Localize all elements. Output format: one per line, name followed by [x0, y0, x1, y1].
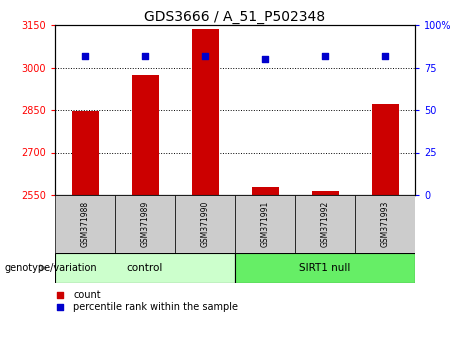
Bar [252, 187, 278, 195]
Text: GSM371989: GSM371989 [141, 201, 149, 247]
Text: GSM371993: GSM371993 [380, 201, 390, 247]
Text: SIRT1 null: SIRT1 null [299, 263, 351, 273]
Bar [235, 195, 295, 253]
Point [56, 292, 63, 298]
Bar [312, 191, 338, 195]
Bar [372, 104, 398, 195]
Text: genotype/variation: genotype/variation [5, 263, 97, 273]
Point [142, 53, 149, 58]
Text: count: count [73, 290, 101, 300]
Point [381, 53, 389, 58]
Bar [235, 253, 415, 283]
Bar [71, 112, 99, 195]
Text: GSM371990: GSM371990 [201, 201, 209, 247]
Point [201, 53, 209, 58]
Bar [55, 253, 235, 283]
Bar [191, 29, 219, 195]
Bar [295, 195, 355, 253]
Bar [175, 195, 235, 253]
Point [261, 56, 269, 62]
Title: GDS3666 / A_51_P502348: GDS3666 / A_51_P502348 [144, 10, 325, 24]
Bar [355, 195, 415, 253]
Bar [55, 195, 115, 253]
Text: GSM371992: GSM371992 [320, 201, 330, 247]
Point [321, 53, 329, 58]
Bar [115, 195, 175, 253]
Text: control: control [127, 263, 163, 273]
Text: GSM371991: GSM371991 [260, 201, 270, 247]
Point [56, 304, 63, 310]
Text: percentile rank within the sample: percentile rank within the sample [73, 302, 238, 312]
Bar [131, 75, 159, 195]
Text: GSM371988: GSM371988 [81, 201, 89, 247]
Point [81, 53, 89, 58]
